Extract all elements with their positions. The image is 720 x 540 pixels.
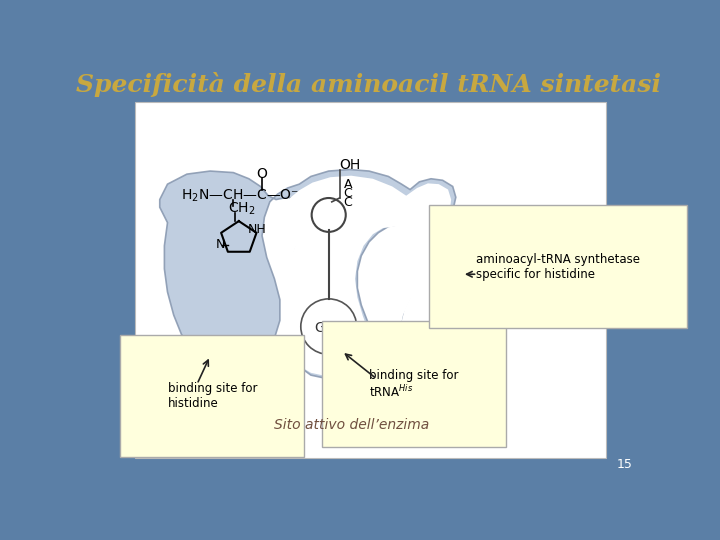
Text: binding site for
histidine: binding site for histidine (168, 382, 257, 410)
Text: GTG: GTG (314, 321, 343, 335)
Polygon shape (160, 170, 469, 379)
Text: H$_2$N—CH—C—O⁻: H$_2$N—CH—C—O⁻ (181, 187, 300, 204)
Text: C: C (343, 187, 352, 200)
Text: aminoacyl-tRNA synthetase
specific for histidine: aminoacyl-tRNA synthetase specific for h… (476, 253, 640, 281)
Circle shape (312, 198, 346, 232)
Text: CH$_2$: CH$_2$ (228, 200, 256, 217)
Text: O: O (256, 167, 268, 181)
Polygon shape (284, 176, 467, 377)
Text: 15: 15 (616, 458, 632, 471)
Text: A: A (343, 178, 352, 191)
FancyBboxPatch shape (135, 102, 606, 457)
Circle shape (301, 299, 356, 354)
Text: Sito attivo dell’enzima: Sito attivo dell’enzima (274, 418, 430, 432)
Text: binding site for
tRNA$^{His}$: binding site for tRNA$^{His}$ (369, 369, 459, 400)
Text: C: C (343, 196, 352, 209)
Text: NH: NH (248, 223, 267, 236)
Text: N: N (215, 238, 225, 251)
Text: OH: OH (340, 158, 361, 172)
Text: Specificità della aminoacil tRNA sintetasi: Specificità della aminoacil tRNA sinteta… (76, 72, 662, 97)
